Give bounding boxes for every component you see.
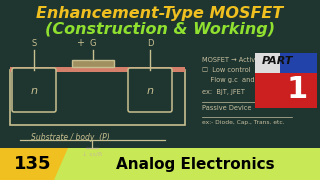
Bar [255, 53, 317, 108]
Text: Analog Electronics: Analog Electronics [116, 158, 274, 172]
Text: ex:  BJT, JFET: ex: BJT, JFET [202, 89, 245, 95]
Text: Enhancement-Type MOSFET: Enhancement-Type MOSFET [36, 6, 284, 21]
Text: 135: 135 [14, 155, 52, 173]
Text: D: D [147, 39, 153, 48]
Text: ex:- Diode, Cap., Trans. etc.: ex:- Diode, Cap., Trans. etc. [202, 120, 284, 125]
Text: Substrate / body  (P): Substrate / body (P) [31, 133, 109, 142]
Bar [10, 67, 185, 72]
Bar [255, 73, 317, 108]
Text: +: + [76, 38, 84, 48]
Text: ☐  Low control: ☐ Low control [202, 67, 251, 73]
Text: n: n [30, 86, 37, 96]
Text: S: S [31, 39, 36, 48]
Bar [280, 53, 317, 73]
Text: MOSFET → Active Device: MOSFET → Active Device [202, 57, 284, 63]
Bar [72, 60, 114, 67]
Text: Passive Device: Passive Device [202, 105, 252, 111]
Text: (Construction & Working): (Construction & Working) [45, 22, 275, 37]
Bar [10, 70, 185, 125]
Text: 1: 1 [286, 75, 308, 105]
Text: Flow g.c  and Flu...: Flow g.c and Flu... [202, 77, 273, 83]
Text: G: G [90, 39, 96, 48]
Text: PART: PART [262, 56, 293, 66]
FancyBboxPatch shape [12, 68, 56, 112]
FancyBboxPatch shape [128, 68, 172, 112]
Text: ↓ ss/B: ↓ ss/B [82, 151, 102, 156]
Text: n: n [147, 86, 154, 96]
Polygon shape [54, 148, 320, 180]
Polygon shape [0, 148, 86, 180]
